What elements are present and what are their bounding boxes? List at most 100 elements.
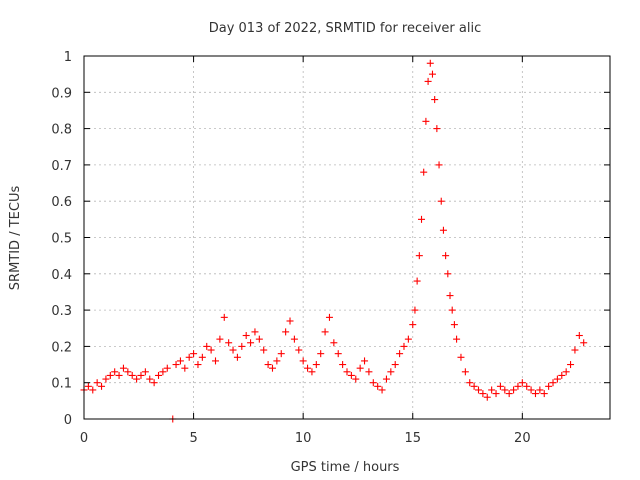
data-point xyxy=(102,375,110,383)
data-point xyxy=(479,390,487,398)
data-point xyxy=(334,350,342,358)
data-point xyxy=(523,382,531,390)
data-point xyxy=(435,161,443,169)
data-point xyxy=(163,364,171,372)
data-point xyxy=(229,346,237,354)
grid xyxy=(84,56,610,419)
y-tick-label: 0.7 xyxy=(51,159,72,174)
data-point xyxy=(339,361,347,369)
data-point xyxy=(106,371,114,379)
data-point xyxy=(268,364,276,372)
data-point xyxy=(428,70,436,78)
data-point xyxy=(203,342,211,350)
data-point xyxy=(378,386,386,394)
data-point xyxy=(212,357,219,365)
data-point xyxy=(575,332,583,340)
data-point xyxy=(387,368,395,376)
x-tick-label: 15 xyxy=(404,431,421,446)
x-tick-label: 20 xyxy=(514,431,531,446)
data-point xyxy=(343,368,351,376)
data-point xyxy=(446,292,454,300)
data-point xyxy=(290,335,298,343)
data-points xyxy=(80,59,588,423)
data-point xyxy=(255,335,263,343)
data-point xyxy=(492,390,500,398)
data-point xyxy=(352,375,360,383)
data-point xyxy=(181,364,189,372)
chart-title: Day 013 of 2022, SRMTID for receiver ali… xyxy=(209,21,482,36)
data-point xyxy=(510,386,518,394)
data-point xyxy=(536,386,544,394)
data-point xyxy=(295,346,303,354)
data-point xyxy=(356,364,364,372)
data-point xyxy=(501,386,509,394)
data-point xyxy=(119,364,127,372)
data-point xyxy=(321,328,329,336)
data-point xyxy=(220,313,228,321)
y-axis-label: SRMTID / TECUs xyxy=(8,186,23,291)
data-point xyxy=(571,346,579,354)
data-point xyxy=(431,96,439,104)
data-point xyxy=(273,357,281,365)
data-point xyxy=(176,357,184,365)
y-tick-label: 0.9 xyxy=(51,86,72,101)
x-tick-label: 5 xyxy=(189,431,197,446)
data-point xyxy=(264,361,272,369)
data-point xyxy=(304,364,312,372)
y-tick-labels: 0 0.1 0.2 0.3 0.4 0.5 0.6 0.7 0.8 0.9 1 xyxy=(51,50,72,428)
data-point xyxy=(483,393,491,401)
x-tick-label: 10 xyxy=(295,431,312,446)
y-tick-label: 0.2 xyxy=(51,340,72,355)
data-point xyxy=(433,125,441,133)
data-point xyxy=(115,371,123,379)
data-point xyxy=(488,386,496,394)
data-point xyxy=(150,379,158,387)
data-point xyxy=(453,335,461,343)
data-point xyxy=(580,339,588,347)
data-point xyxy=(330,339,338,347)
data-point xyxy=(325,313,333,321)
data-point xyxy=(141,368,149,376)
data-point xyxy=(247,339,255,347)
data-point xyxy=(457,353,465,361)
data-point xyxy=(424,77,432,85)
data-point xyxy=(111,368,119,376)
data-point xyxy=(242,332,250,340)
axis-ticks xyxy=(83,55,610,420)
data-point xyxy=(159,368,167,376)
data-point xyxy=(317,350,325,358)
data-point xyxy=(437,197,445,205)
data-point xyxy=(172,361,180,369)
data-point xyxy=(413,277,421,285)
data-point xyxy=(549,379,557,387)
data-point xyxy=(448,306,456,314)
data-point xyxy=(567,361,575,369)
data-point xyxy=(365,368,373,376)
data-point xyxy=(444,270,452,278)
y-tick-label: 0.4 xyxy=(51,268,72,283)
data-point xyxy=(238,342,246,350)
data-point xyxy=(128,371,136,379)
data-point xyxy=(420,168,428,176)
data-point xyxy=(190,350,198,358)
data-point xyxy=(558,371,566,379)
data-point xyxy=(286,317,294,325)
data-point xyxy=(382,375,390,383)
data-point xyxy=(540,390,548,398)
data-point xyxy=(216,335,224,343)
y-tick-label: 0.5 xyxy=(51,232,72,247)
y-tick-label: 0.3 xyxy=(51,304,72,319)
data-point xyxy=(439,226,447,234)
data-point xyxy=(409,321,417,329)
data-point xyxy=(531,390,539,398)
data-point xyxy=(514,382,522,390)
data-point xyxy=(404,335,412,343)
data-point xyxy=(426,59,434,67)
data-point xyxy=(185,353,193,361)
data-point xyxy=(155,371,163,379)
x-tick-labels: 0 5 10 15 20 xyxy=(80,431,531,446)
data-point xyxy=(496,382,504,390)
data-point xyxy=(374,382,382,390)
